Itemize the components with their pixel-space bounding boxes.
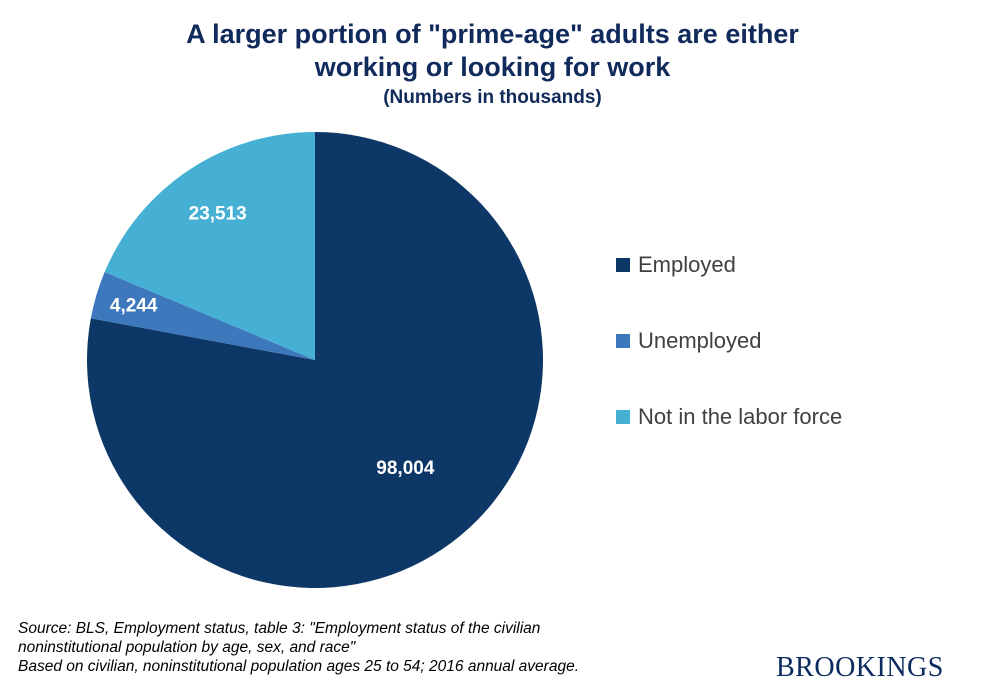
legend-label-unemployed: Unemployed [638,328,762,353]
pie-label-not-in-labor-force: 23,513 [189,203,247,224]
chart-title-line-1: A larger portion of "prime-age" adults a… [186,19,799,49]
source-line-1: Source: BLS, Employment status, table 3:… [18,620,541,637]
legend-swatch-employed [616,258,630,272]
pie-label-unemployed: 4,244 [110,295,158,316]
legend-item-not-in-labor-force: Not in the labor force [616,398,842,436]
source-line-2: noninstitutional population by age, sex,… [18,639,356,656]
legend-item-employed: Employed [616,246,842,284]
chart-title-line-2: working or looking for work [314,52,671,82]
chart-title-block: A larger portion of "prime-age" adults a… [0,18,985,112]
source-note: Source: BLS, Employment status, table 3:… [18,619,738,676]
pie-slice-unemployed [90,272,315,360]
legend-label-not-in-labor-force: Not in the labor force [638,404,843,429]
pie-label-employed: 98,004 [376,458,435,479]
pie-slice-not-in-labor-force [104,131,315,360]
legend-item-unemployed: Unemployed [616,322,842,360]
legend-swatch-unemployed [616,334,630,348]
legend-swatch-not-in-labor-force [616,410,630,424]
legend-label-employed: Employed [638,252,736,277]
chart-legend: Employed Unemployed Not in the labor for… [616,246,842,474]
chart-subtitle: (Numbers in thousands) [383,87,602,108]
source-line-3: Based on civilian, noninstitutional popu… [18,658,579,675]
brookings-logo: BROOKINGS [776,652,944,683]
